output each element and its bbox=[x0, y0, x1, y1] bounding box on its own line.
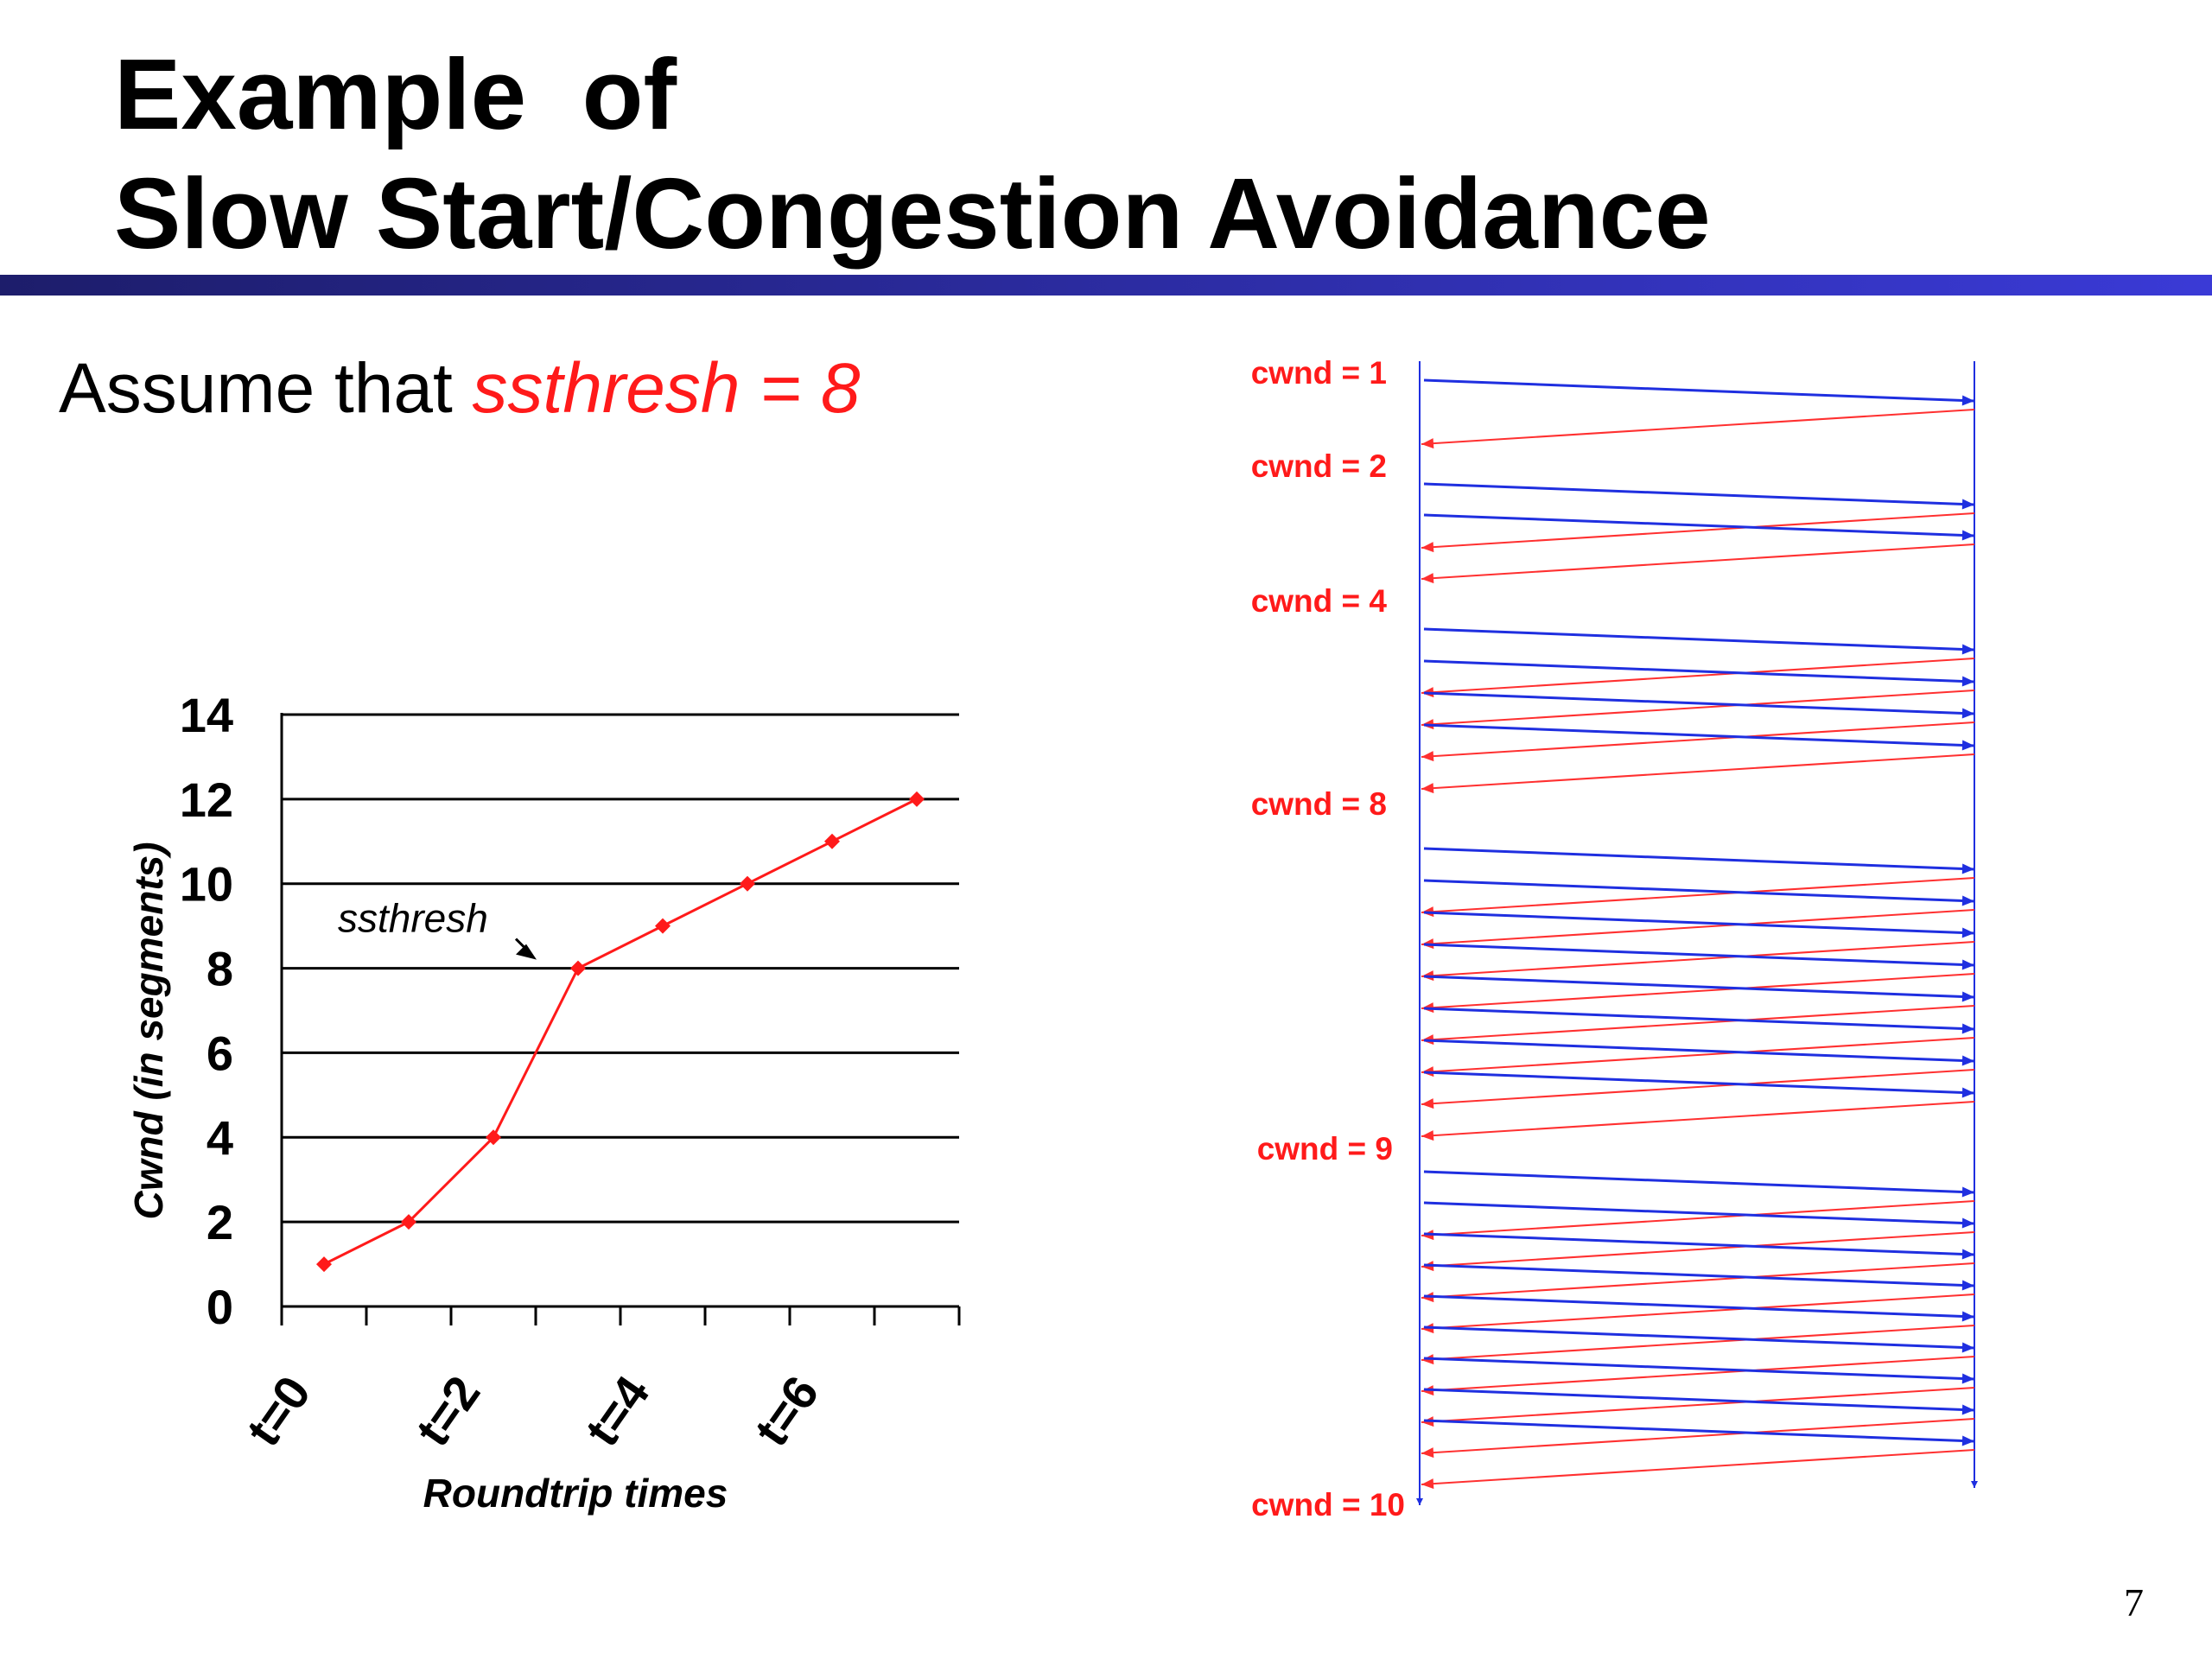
data-segment-arrow bbox=[1423, 1201, 1975, 1229]
data-segment-arrow bbox=[1423, 1388, 1975, 1415]
ack-arrow bbox=[1421, 1101, 1975, 1141]
ack-arrow bbox=[1421, 1418, 1975, 1459]
slide-title: Example of Slow Start/Congestion Avoidan… bbox=[114, 35, 1711, 273]
data-point-marker bbox=[316, 1256, 332, 1273]
data-point-marker bbox=[909, 791, 925, 807]
data-segment-arrow bbox=[1423, 1071, 1975, 1098]
data-segment-arrow bbox=[1423, 1357, 1975, 1384]
data-segment-arrow bbox=[1423, 847, 1975, 874]
data-point-marker bbox=[824, 833, 840, 849]
cwnd-round-label: cwnd = 8 bbox=[1251, 786, 1387, 822]
assumption-ssthresh: ssthresh = 8 bbox=[472, 349, 861, 428]
ack-arrow bbox=[1421, 543, 1975, 584]
data-segment-arrow bbox=[1423, 482, 1975, 510]
data-segment-arrow bbox=[1423, 1232, 1975, 1260]
assumption-text: Assume that ssthresh = 8 bbox=[59, 346, 861, 432]
data-segment-arrow bbox=[1423, 1039, 1975, 1066]
data-segment-arrow bbox=[1423, 378, 1975, 406]
y-tick-label: 10 bbox=[180, 857, 233, 912]
data-segment-arrow bbox=[1423, 879, 1975, 906]
x-axis-label: Roundtrip times bbox=[423, 1471, 728, 1516]
data-segment-arrow bbox=[1423, 943, 1975, 970]
y-tick-label: 14 bbox=[180, 688, 233, 742]
y-tick-label: 6 bbox=[207, 1026, 233, 1080]
title-line-2: Slow Start/Congestion Avoidance bbox=[114, 157, 1711, 270]
assumption-prefix: Assume that bbox=[59, 349, 473, 428]
data-point-marker bbox=[401, 1214, 416, 1230]
ack-arrow bbox=[1421, 1069, 1975, 1109]
cwnd-round-label: cwnd = 4 bbox=[1251, 583, 1388, 619]
ssthresh-annotation: ssthresh bbox=[338, 896, 488, 941]
cwnd-round-label: cwnd = 2 bbox=[1251, 448, 1387, 484]
data-segment-arrow bbox=[1423, 1325, 1975, 1353]
y-tick-label: 12 bbox=[180, 772, 233, 827]
y-axis-label: Cwnd (in segments) bbox=[126, 842, 171, 1219]
data-segment-arrow bbox=[1423, 975, 1975, 1002]
ack-arrow bbox=[1421, 753, 1975, 794]
ssthresh-arrowhead bbox=[516, 944, 537, 960]
cwnd-round-label: cwnd = 9 bbox=[1257, 1131, 1393, 1166]
data-segment-arrow bbox=[1423, 1263, 1975, 1291]
title-rule bbox=[0, 275, 2212, 296]
data-segment-arrow bbox=[1423, 1170, 1975, 1198]
ack-arrow bbox=[1421, 1449, 1975, 1490]
receiver-timeline-arrowhead bbox=[1971, 1481, 1978, 1488]
y-tick-label: 4 bbox=[207, 1110, 233, 1165]
cwnd-round-label: cwnd = 1 bbox=[1251, 355, 1387, 391]
data-point-marker bbox=[740, 875, 755, 892]
data-segment-arrow bbox=[1423, 627, 1975, 655]
data-segment-arrow bbox=[1423, 911, 1975, 938]
cwnd-final-label: cwnd = 10 bbox=[1251, 1487, 1405, 1522]
y-tick-label: 8 bbox=[207, 942, 233, 996]
sender-timeline-arrowhead bbox=[1416, 1498, 1423, 1505]
data-segment-arrow bbox=[1423, 1294, 1975, 1322]
page-number: 7 bbox=[2124, 1580, 2144, 1624]
data-point-marker bbox=[655, 918, 671, 934]
cwnd-series-line bbox=[323, 798, 918, 1266]
data-segment-arrow bbox=[1423, 723, 1975, 751]
y-tick-label: 2 bbox=[207, 1195, 233, 1249]
title-line-1: Example of bbox=[114, 38, 677, 150]
ack-arrow bbox=[1421, 409, 1975, 449]
data-segment-arrow bbox=[1423, 1419, 1975, 1446]
data-segment-arrow bbox=[1423, 1007, 1975, 1034]
data-point-marker bbox=[486, 1129, 501, 1146]
ack-arrow bbox=[1421, 721, 1975, 762]
data-segment-arrow bbox=[1423, 691, 1975, 719]
data-point-marker bbox=[570, 960, 586, 976]
ack-arrow bbox=[1421, 512, 1975, 553]
y-tick-label: 0 bbox=[207, 1280, 233, 1334]
data-segment-arrow bbox=[1423, 659, 1975, 687]
data-segment-arrow bbox=[1423, 513, 1975, 541]
